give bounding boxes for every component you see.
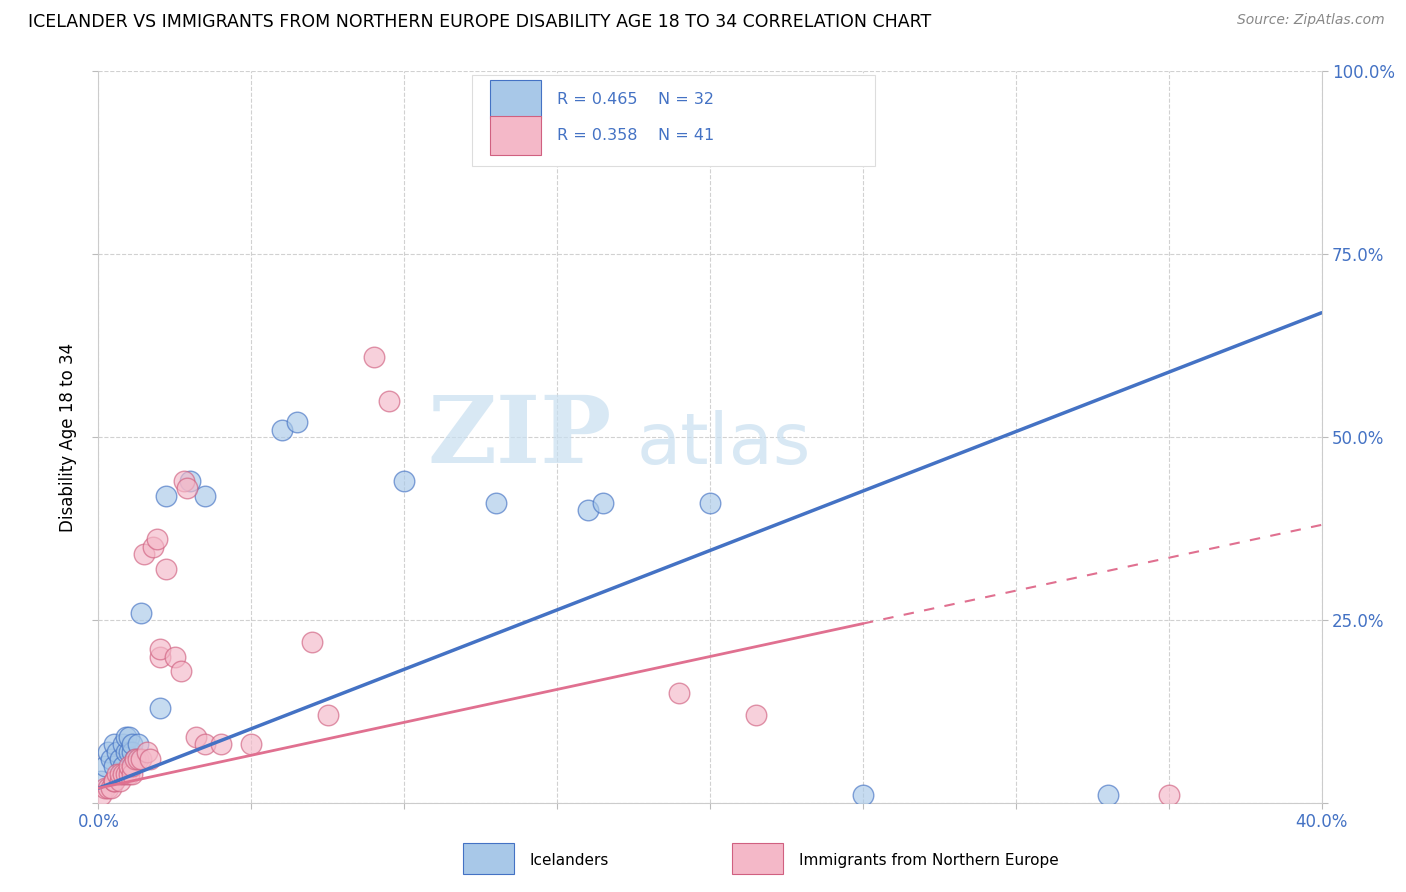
Point (270, 423, 292, 437)
Y-axis label: Disability Age 18 to 34: Disability Age 18 to 34 (59, 343, 77, 532)
Point (176, 481, 198, 495)
FancyBboxPatch shape (733, 844, 783, 874)
Point (90, 773, 112, 788)
Point (316, 708, 339, 723)
Point (115, 730, 138, 744)
Point (668, 686, 690, 700)
Point (173, 474, 195, 488)
Point (363, 350, 385, 364)
Text: ICELANDER VS IMMIGRANTS FROM NORTHERN EUROPE DISABILITY AGE 18 TO 34 CORRELATION: ICELANDER VS IMMIGRANTS FROM NORTHERN EU… (28, 13, 931, 31)
Point (155, 489, 177, 503)
FancyBboxPatch shape (471, 75, 875, 167)
Text: R = 0.465    N = 32: R = 0.465 N = 32 (557, 92, 714, 107)
Text: atlas: atlas (637, 410, 811, 479)
Point (124, 752, 146, 766)
Point (745, 708, 768, 723)
Point (111, 766, 134, 780)
Point (97, 781, 120, 796)
Point (90, 789, 112, 803)
FancyBboxPatch shape (489, 116, 541, 154)
Point (118, 745, 141, 759)
Point (136, 745, 159, 759)
Point (194, 489, 217, 503)
Point (103, 759, 125, 773)
Point (186, 730, 208, 744)
Point (121, 766, 143, 780)
Text: Immigrants from Northern Europe: Immigrants from Northern Europe (799, 853, 1059, 868)
Point (163, 649, 186, 664)
Point (149, 649, 172, 664)
Point (392, 474, 416, 488)
Point (149, 642, 172, 657)
Point (127, 752, 149, 766)
Point (145, 533, 167, 547)
Point (699, 496, 721, 510)
Point (240, 737, 263, 751)
Point (149, 700, 172, 714)
Point (129, 606, 152, 620)
Point (108, 766, 131, 780)
Point (121, 737, 143, 751)
Point (301, 635, 323, 649)
Point (118, 730, 141, 744)
Point (105, 766, 128, 780)
Point (105, 745, 128, 759)
Point (118, 759, 141, 773)
Point (194, 737, 217, 751)
Point (179, 474, 201, 488)
Point (485, 496, 508, 510)
Point (155, 562, 177, 576)
Point (103, 773, 125, 788)
Point (103, 737, 125, 751)
Point (127, 737, 149, 751)
Text: ZIP: ZIP (427, 392, 612, 482)
Point (115, 745, 138, 759)
Point (121, 745, 143, 759)
Point (108, 752, 131, 766)
Point (93, 759, 115, 773)
Text: Icelanders: Icelanders (530, 853, 609, 868)
Point (1097, 789, 1119, 803)
Point (108, 773, 131, 788)
Point (592, 496, 614, 510)
Point (134, 547, 156, 561)
Point (285, 416, 308, 430)
Point (121, 759, 143, 773)
Point (100, 752, 122, 766)
FancyBboxPatch shape (489, 80, 541, 119)
Text: R = 0.358    N = 41: R = 0.358 N = 41 (557, 128, 714, 143)
Point (129, 752, 152, 766)
Point (115, 766, 138, 780)
Point (576, 503, 599, 517)
Point (139, 752, 162, 766)
Point (1157, 789, 1180, 803)
Point (100, 781, 122, 796)
Point (111, 737, 134, 751)
Text: Source: ZipAtlas.com: Source: ZipAtlas.com (1237, 13, 1385, 28)
Point (103, 773, 125, 788)
Point (378, 393, 401, 408)
Point (97, 745, 120, 759)
Point (93, 781, 115, 796)
Point (142, 540, 165, 554)
Point (209, 737, 232, 751)
Point (111, 759, 134, 773)
FancyBboxPatch shape (463, 844, 513, 874)
Point (118, 766, 141, 780)
Point (170, 664, 193, 678)
Point (124, 752, 146, 766)
Point (852, 789, 875, 803)
